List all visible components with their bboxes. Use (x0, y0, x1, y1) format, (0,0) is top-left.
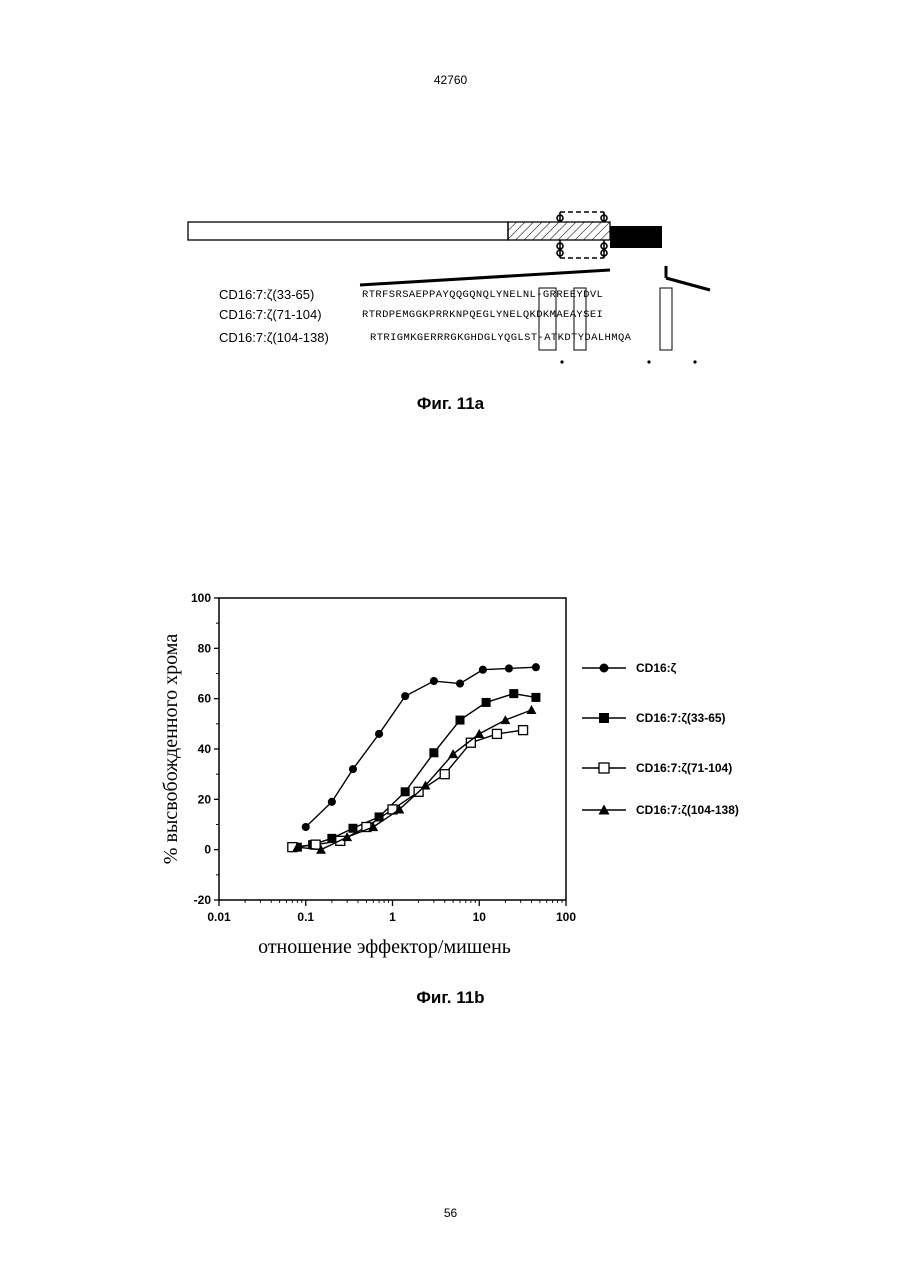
seq-text-2: RTRDPEMGGKPRRKNPQEGLYNELQKDKMAEAYSEI (362, 309, 603, 321)
data-point-s1 (349, 765, 357, 773)
construct-zeta-region (610, 226, 662, 248)
plot-frame (219, 598, 566, 900)
data-point-s2 (531, 693, 540, 702)
series-line-2 (297, 694, 536, 848)
data-point-s1 (328, 798, 336, 806)
seq-text-3: RTRIGMKGERRRGKGHDGLYQGLST-ATKDTYDALHMQA (370, 332, 631, 344)
y-tick-label: 100 (191, 591, 211, 605)
x-tick-label: 1 (389, 910, 396, 924)
legend-label-2: CD16:7:ζ(33-65) (636, 711, 726, 725)
data-point-s2 (429, 748, 438, 757)
data-point-s2 (482, 698, 491, 707)
data-point-s1 (532, 663, 540, 671)
data-point-s1 (505, 664, 513, 672)
seq-text-1: RTRFSRSAEPPAYQQGQNQLYNELNL-GRREEYDVL (362, 289, 603, 301)
x-tick-label: 100 (556, 910, 576, 924)
y-axis-title: % высвобожденного хрома (160, 634, 182, 865)
data-point-s1 (375, 730, 383, 738)
data-point-s3 (311, 840, 320, 849)
expansion-line-left (360, 270, 610, 285)
y-tick-label: 80 (198, 641, 212, 655)
figure-11b-chart: -20 0 20 40 60 80 100 0.01 0.1 1 10 100 отношение эф… (0, 570, 901, 970)
data-point-s2 (401, 787, 410, 796)
legend-label-3: CD16:7:ζ(71-104) (636, 761, 732, 775)
legend-label-4: CD16:7:ζ(104-138) (636, 803, 739, 817)
y-tick-label: 60 (198, 692, 212, 706)
data-point-s4 (527, 705, 537, 714)
y-tick-label: 40 (198, 742, 212, 756)
construct-cd16-region (188, 222, 508, 240)
figure-11a-diagram (0, 0, 901, 420)
seq-label-3: CD16:7:ζ(104-138) (219, 330, 329, 345)
seq-label-1: CD16:7:ζ(33-65) (219, 287, 314, 302)
data-point-s4 (448, 749, 458, 758)
y-tick-label: 0 (204, 843, 211, 857)
legend-marker-3 (599, 763, 609, 773)
data-point-s3 (492, 729, 501, 738)
data-point-s2 (509, 689, 518, 698)
y-tick-label: -20 (194, 893, 212, 907)
seq-label-2: CD16:7:ζ(71-104) (219, 307, 322, 322)
motif-markers (560, 360, 696, 363)
data-point-s1 (302, 823, 310, 831)
x-axis-title: отношение эффектор/мишень (258, 936, 511, 958)
x-tick-label: 0.1 (297, 910, 314, 924)
legend-label-1: CD16:ζ (636, 661, 677, 675)
data-point-s2 (456, 716, 465, 725)
data-point-s1 (401, 692, 409, 700)
data-point-s1 (430, 677, 438, 685)
data-point-s1 (456, 680, 464, 688)
figure-11a-caption: Фиг. 11a (0, 394, 901, 414)
data-point-s4 (500, 715, 510, 724)
x-tick-label: 10 (473, 910, 487, 924)
construct-cd7-region (508, 222, 610, 240)
series-line-1 (306, 667, 536, 827)
data-point-s4 (474, 729, 484, 738)
data-point-s3 (519, 726, 528, 735)
data-point-s2 (348, 824, 357, 833)
y-tick-label: 20 (198, 792, 212, 806)
figure-11b-caption: Фиг. 11b (0, 988, 901, 1008)
data-point-s3 (440, 770, 449, 779)
x-tick-label: 0.01 (207, 910, 231, 924)
data-point-s1 (479, 666, 487, 674)
legend-marker-1 (600, 664, 609, 673)
legend-marker-2 (599, 713, 609, 723)
page-number: 56 (0, 1206, 901, 1220)
